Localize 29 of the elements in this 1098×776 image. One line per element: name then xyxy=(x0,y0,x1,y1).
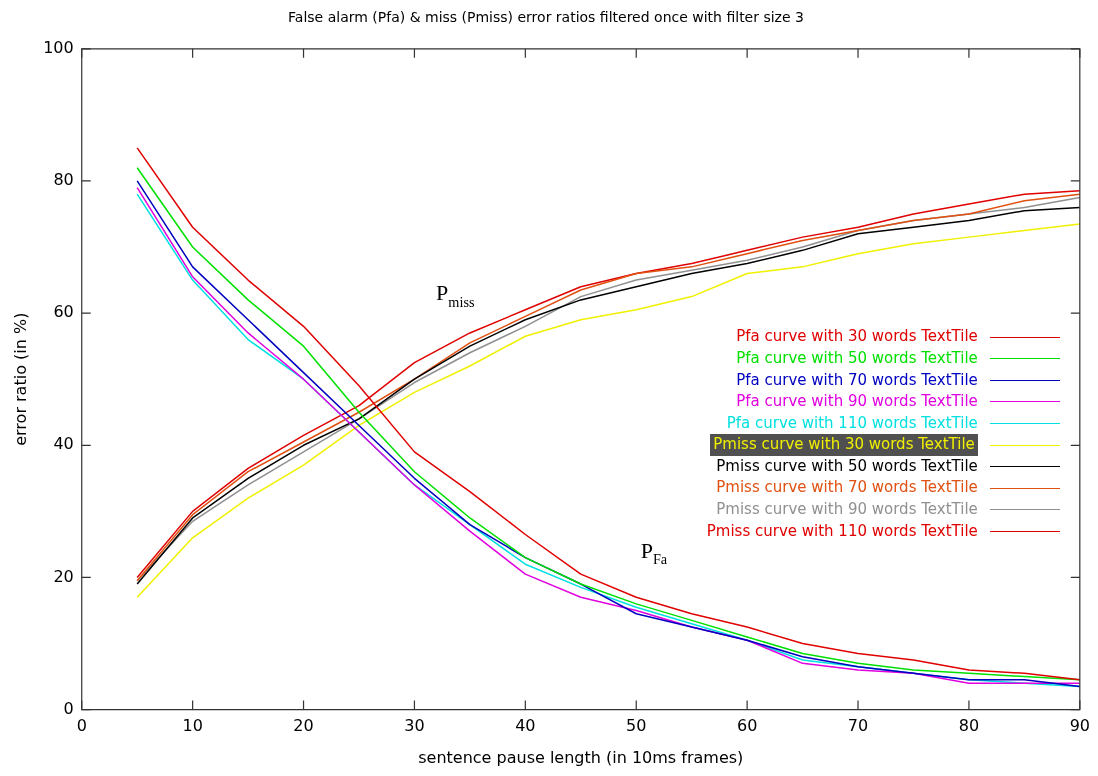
legend-label: Pmiss curve with 50 words TextTile xyxy=(716,455,978,477)
legend-label: Pfa curve with 70 words TextTile xyxy=(736,369,978,391)
y-tick-label: 60 xyxy=(53,302,74,322)
x-tick-label: 30 xyxy=(404,716,425,736)
y-tick-label: 80 xyxy=(53,170,74,190)
y-tick-label: 0 xyxy=(63,698,74,718)
x-tick-label: 10 xyxy=(182,716,203,736)
legend-label: Pfa curve with 50 words TextTile xyxy=(736,347,978,369)
legend-label: Pfa curve with 30 words TextTile xyxy=(736,326,978,348)
y-tick-label: 40 xyxy=(53,434,74,454)
x-tick-label: 60 xyxy=(736,716,758,736)
x-tick-label: 20 xyxy=(293,716,314,736)
y-tick-label: 20 xyxy=(53,566,74,586)
x-tick-label: 70 xyxy=(847,716,869,736)
x-tick-label: 80 xyxy=(958,716,980,736)
legend-label: Pfa curve with 110 words TextTile xyxy=(726,412,978,434)
legend-label: Pfa curve with 90 words TextTile xyxy=(736,391,978,413)
y-axis-title: error ratio (in %) xyxy=(10,312,30,446)
legend-label: Pmiss curve with 110 words TextTile xyxy=(706,520,978,542)
x-axis-title: sentence pause length (in 10ms frames) xyxy=(418,747,744,767)
legend-label: Pmiss curve with 70 words TextTile xyxy=(716,477,978,499)
legend-label: Pmiss curve with 90 words TextTile xyxy=(716,499,978,521)
y-tick-label: 100 xyxy=(43,37,74,57)
x-tick-label: 50 xyxy=(626,716,647,736)
x-tick-label: 90 xyxy=(1069,716,1090,736)
legend-label: Pmiss curve with 30 words TextTile xyxy=(710,434,978,456)
x-tick-label: 0 xyxy=(76,716,87,736)
chart-title: False alarm (Pfa) & miss (Pmiss) error ratios filtered once with filter size 3 xyxy=(288,9,804,26)
x-tick-label: 40 xyxy=(515,716,536,736)
